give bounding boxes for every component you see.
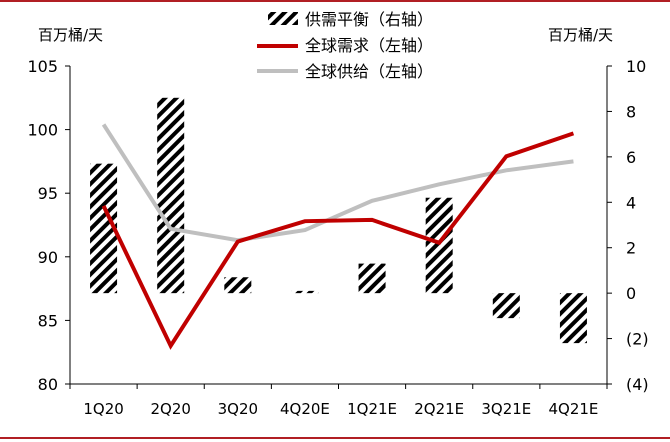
left-tick-label: 100 xyxy=(27,121,58,140)
left-tick-label: 90 xyxy=(38,248,58,267)
legend-swatch-balance xyxy=(268,12,298,25)
legend: 供需平衡（右轴） 全球需求（左轴） 全球供给（左轴） xyxy=(257,10,433,81)
balance-bar xyxy=(157,97,185,294)
legend-label-supply: 全球供给（左轴） xyxy=(305,62,433,81)
right-axis-ticks: (4) (2) 0 2 4 6 8 10 xyxy=(607,57,649,394)
top-border-line xyxy=(0,0,670,2)
balance-bars xyxy=(90,97,587,344)
balance-bar xyxy=(291,290,319,294)
x-tick-label: 3Q20 xyxy=(218,400,258,418)
balance-bar xyxy=(492,293,520,319)
left-axis-ticks: 80 85 90 95 100 105 xyxy=(27,57,70,394)
right-axis-unit: 百万桶/天 xyxy=(548,26,613,44)
left-axis-unit: 百万桶/天 xyxy=(38,26,103,44)
x-tick-label: 2Q21E xyxy=(414,400,464,418)
left-tick-label: 80 xyxy=(38,375,58,394)
x-tick-label: 1Q21E xyxy=(347,400,397,418)
right-tick-label: (4) xyxy=(626,375,649,394)
demand-line xyxy=(101,131,575,350)
right-tick-label: 2 xyxy=(626,239,636,258)
left-tick-label: 95 xyxy=(38,184,58,203)
balance-bar xyxy=(224,277,252,294)
left-tick-label: 105 xyxy=(27,57,58,76)
right-tick-label: (2) xyxy=(626,330,649,349)
bottom-border-line xyxy=(0,437,670,439)
x-tick-label: 4Q21E xyxy=(548,400,598,418)
right-tick-label: 8 xyxy=(626,102,636,121)
left-tick-label: 85 xyxy=(38,311,58,330)
x-tick-label: 3Q21E xyxy=(481,400,531,418)
x-tick-label: 2Q20 xyxy=(150,400,190,418)
x-tick-label: 1Q20 xyxy=(83,400,123,418)
x-axis-ticks: 1Q20 2Q20 3Q20 4Q20E 1Q21E 2Q21E 3Q21E 4Q21E xyxy=(69,384,608,418)
right-tick-label: 10 xyxy=(626,57,646,76)
x-tick-label: 4Q20E xyxy=(280,400,330,418)
balance-bar xyxy=(559,293,587,344)
balance-bar xyxy=(425,197,453,294)
series-lines xyxy=(101,123,575,350)
legend-label-demand: 全球需求（左轴） xyxy=(305,36,433,55)
balance-bar xyxy=(358,263,386,294)
right-tick-label: 4 xyxy=(626,193,636,212)
right-tick-label: 6 xyxy=(626,148,636,167)
legend-label-balance: 供需平衡（右轴） xyxy=(305,10,433,29)
right-tick-label: 0 xyxy=(626,284,636,303)
